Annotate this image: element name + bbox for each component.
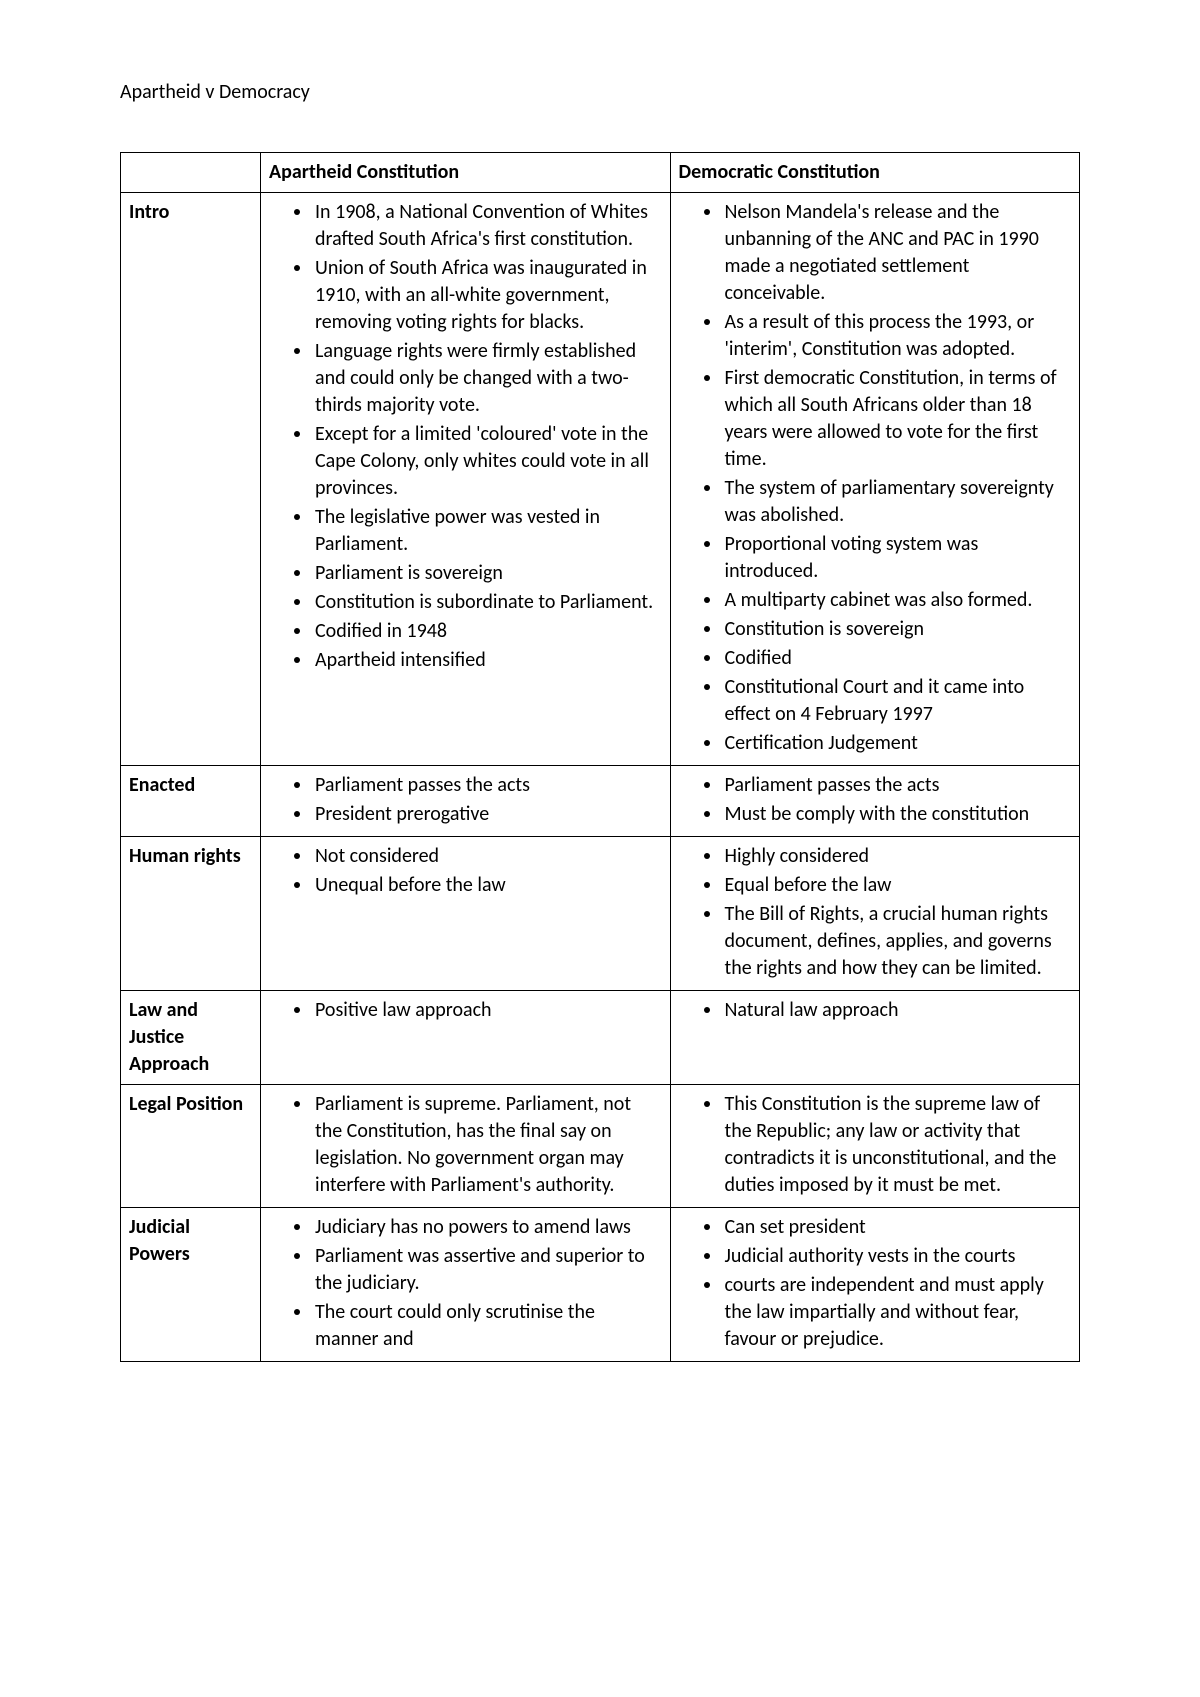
list-item: In 1908, a National Convention of Whites… [313,199,662,253]
list-item: Codified in 1948 [313,618,662,645]
page-title: Apartheid v Democracy [120,80,1080,104]
cell-list: Parliament passes the actsMust be comply… [679,772,1072,828]
cell-right: Highly consideredEqual before the lawThe… [670,837,1080,991]
list-item: Union of South Africa was inaugurated in… [313,255,662,336]
document-page: Apartheid v Democracy Apartheid Constitu… [0,0,1200,1697]
list-item: Equal before the law [723,872,1072,899]
row-label: Law and Justice Approach [121,991,261,1085]
list-item: Constitution is sovereign [723,616,1072,643]
list-item: President prerogative [313,801,662,828]
list-item: Constitutional Court and it came into ef… [723,674,1072,728]
list-item: The court could only scrutinise the mann… [313,1299,662,1353]
cell-left: Parliament is supreme. Parliament, not t… [261,1085,671,1208]
list-item: The legislative power was vested in Parl… [313,504,662,558]
list-item: Parliament is supreme. Parliament, not t… [313,1091,662,1199]
table-row: Judicial PowersJudiciary has no powers t… [121,1208,1080,1362]
list-item: Apartheid intensified [313,647,662,674]
list-item: Highly considered [723,843,1072,870]
cell-list: Parliament is supreme. Parliament, not t… [269,1091,662,1199]
list-item: Proportional voting system was introduce… [723,531,1072,585]
list-item: Can set president [723,1214,1072,1241]
cell-list: Highly consideredEqual before the lawThe… [679,843,1072,982]
list-item: Must be comply with the constitution [723,801,1072,828]
table-row: Intro In 1908, a National Convention of W… [121,193,1080,766]
cell-list: Positive law approach [269,997,662,1024]
list-item: As a result of this process the 1993, or… [723,309,1072,363]
cell-left: Not consideredUnequal before the law [261,837,671,991]
cell-list: In 1908, a National Convention of Whites… [269,199,662,674]
list-item: Language rights were firmly established … [313,338,662,419]
table-header-blank [121,153,261,193]
list-item: First democratic Constitution, in terms … [723,365,1072,473]
table-header-left: Apartheid Constitution [261,153,671,193]
list-item: Positive law approach [313,997,662,1024]
cell-list: Judiciary has no powers to amend lawsPar… [269,1214,662,1353]
cell-left: In 1908, a National Convention of Whites… [261,193,671,766]
list-item: Judicial authority vests in the courts [723,1243,1072,1270]
table-row: EnactedParliament passes the actsPreside… [121,766,1080,837]
list-item: Unequal before the law [313,872,662,899]
comparison-table: Apartheid Constitution Democratic Consti… [120,152,1080,1362]
cell-right: Parliament passes the actsMust be comply… [670,766,1080,837]
cell-list: Nelson Mandela's release and the unbanni… [679,199,1072,757]
list-item: Certification Judgement [723,730,1072,757]
cell-right: Can set presidentJudicial authority vest… [670,1208,1080,1362]
list-item: The system of parliamentary sovereignty … [723,475,1072,529]
list-item: Constitution is subordinate to Parliamen… [313,589,662,616]
list-item: Except for a limited 'coloured' vote in … [313,421,662,502]
table-row: Law and Justice Approach Positive law app… [121,991,1080,1085]
cell-right: This Constitution is the supreme law of … [670,1085,1080,1208]
list-item: Codified [723,645,1072,672]
cell-list: This Constitution is the supreme law of … [679,1091,1072,1199]
cell-list: Parliament passes the actsPresident prer… [269,772,662,828]
table-header-row: Apartheid Constitution Democratic Consti… [121,153,1080,193]
list-item: courts are independent and must apply th… [723,1272,1072,1353]
list-item: Nelson Mandela's release and the unbanni… [723,199,1072,307]
cell-left: Parliament passes the actsPresident prer… [261,766,671,837]
cell-list: Not consideredUnequal before the law [269,843,662,899]
cell-list: Natural law approach [679,997,1072,1024]
cell-list: Can set presidentJudicial authority vest… [679,1214,1072,1353]
row-label: Human rights [121,837,261,991]
list-item: The Bill of Rights, a crucial human righ… [723,901,1072,982]
list-item: Judiciary has no powers to amend laws [313,1214,662,1241]
list-item: Parliament passes the acts [313,772,662,799]
list-item: Not considered [313,843,662,870]
table-header-right: Democratic Constitution [670,153,1080,193]
list-item: Natural law approach [723,997,1072,1024]
list-item: This Constitution is the supreme law of … [723,1091,1072,1199]
cell-left: Positive law approach [261,991,671,1085]
cell-left: Judiciary has no powers to amend lawsPar… [261,1208,671,1362]
table-row: Legal Position Parliament is supreme. Par… [121,1085,1080,1208]
list-item: Parliament is sovereign [313,560,662,587]
cell-right: Natural law approach [670,991,1080,1085]
table-row: Human rightsNot consideredUnequal before… [121,837,1080,991]
row-label: Enacted [121,766,261,837]
list-item: Parliament passes the acts [723,772,1072,799]
row-label: Judicial Powers [121,1208,261,1362]
row-label: Intro [121,193,261,766]
list-item: A multiparty cabinet was also formed. [723,587,1072,614]
cell-right: Nelson Mandela's release and the unbanni… [670,193,1080,766]
row-label: Legal Position [121,1085,261,1208]
list-item: Parliament was assertive and superior to… [313,1243,662,1297]
